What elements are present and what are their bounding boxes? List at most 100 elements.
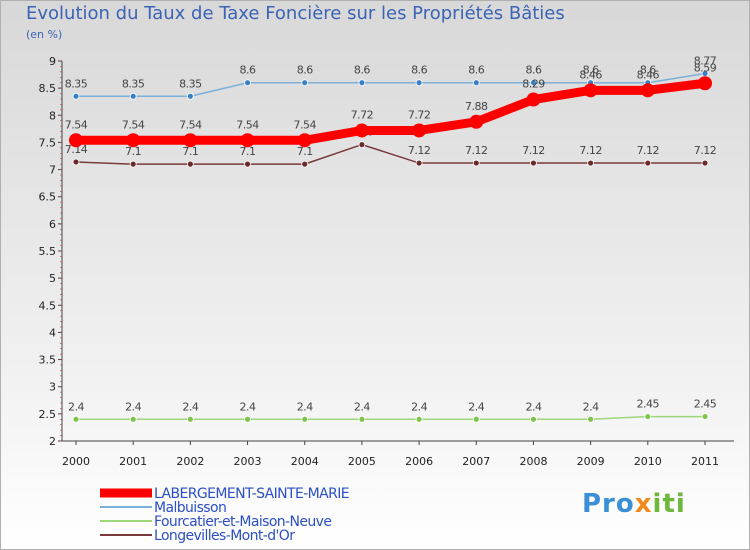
data-label: 2.4 <box>182 400 198 413</box>
data-point <box>129 415 137 423</box>
data-label: 8.6 <box>411 64 427 77</box>
data-point <box>72 415 80 423</box>
data-point <box>358 79 366 87</box>
data-label: 2.45 <box>694 398 717 411</box>
data-point <box>183 133 198 148</box>
y-tick-label: 6.5 <box>39 191 57 204</box>
x-tick-label: 2002 <box>176 455 204 468</box>
data-point <box>530 79 537 87</box>
data-point <box>587 159 595 167</box>
chart-title: Evolution du Taux de Taxe Foncière sur l… <box>26 3 565 24</box>
data-point <box>358 415 366 423</box>
y-tick-label: 4.5 <box>39 299 57 312</box>
y-tick-label: 3 <box>49 381 56 394</box>
data-label: 2.4 <box>468 400 484 413</box>
data-label: 8.29 <box>522 78 545 91</box>
data-label: 8.6 <box>297 64 313 77</box>
data-point <box>530 159 537 167</box>
data-label: 7.1 <box>182 145 198 158</box>
data-point <box>186 415 194 423</box>
data-label: 7.1 <box>125 145 141 158</box>
legend-label: LABERGEMENT-SAINTE-MARIE <box>154 486 349 502</box>
data-label: 8.6 <box>583 64 599 77</box>
data-point <box>644 159 652 167</box>
x-tick-label: 2000 <box>62 455 90 468</box>
series-line <box>75 143 706 165</box>
data-point <box>126 133 141 148</box>
data-point <box>244 415 251 423</box>
proxiti-logo: Proxiti <box>582 489 686 519</box>
y-tick-label: 2.5 <box>39 408 57 421</box>
data-label: 7.1 <box>240 145 256 158</box>
y-tick-label: 4 <box>49 326 56 339</box>
y-tick-label: 3.5 <box>39 354 57 367</box>
data-label: 7.12 <box>522 144 545 157</box>
data-point <box>244 79 251 87</box>
data-label: 7.72 <box>351 108 374 121</box>
data-point <box>244 160 251 168</box>
data-point <box>644 413 652 420</box>
data-point <box>72 158 80 166</box>
data-point <box>72 92 80 100</box>
logo-part-1: Pro <box>582 489 635 519</box>
data-point <box>186 92 194 100</box>
data-label: 2.4 <box>125 400 141 413</box>
x-tick-label: 2005 <box>348 455 376 468</box>
data-point <box>129 160 137 168</box>
x-tick-label: 2001 <box>119 455 147 468</box>
data-label: 7.54 <box>236 118 259 131</box>
x-tick-label: 2003 <box>234 455 262 468</box>
y-tick-label: 6 <box>49 218 56 231</box>
data-label: 2.4 <box>583 400 599 413</box>
data-label: 7.12 <box>465 144 488 157</box>
data-point <box>530 415 537 423</box>
data-label: 7.72 <box>408 108 431 121</box>
data-label: 2.45 <box>637 398 660 411</box>
data-label: 8.35 <box>65 77 88 90</box>
unit-label: (en %) <box>26 28 63 41</box>
data-label: 8.46 <box>579 68 602 81</box>
y-tick-label: 9 <box>49 55 56 68</box>
data-label: 7.54 <box>179 118 202 131</box>
series-line <box>71 78 710 145</box>
data-label: 2.4 <box>68 400 84 413</box>
x-tick-label: 2007 <box>462 455 490 468</box>
data-label: 2.4 <box>297 400 313 413</box>
data-label: 8.6 <box>354 64 370 77</box>
data-point <box>301 415 309 423</box>
data-point <box>301 160 309 168</box>
y-tick-label: 8.5 <box>39 82 57 95</box>
x-tick-label: 2011 <box>691 455 719 468</box>
data-label: 7.1 <box>297 145 313 158</box>
x-tick-label: 2009 <box>577 455 605 468</box>
series-line <box>75 72 706 98</box>
data-point <box>583 83 598 98</box>
data-point <box>354 123 369 138</box>
data-label: 7.54 <box>293 118 316 131</box>
data-label: 2.4 <box>354 400 370 413</box>
data-point <box>472 79 480 87</box>
data-point <box>701 159 709 167</box>
data-point <box>69 133 83 148</box>
data-point <box>240 133 255 148</box>
data-point <box>472 159 480 167</box>
data-label: 8.6 <box>240 64 256 77</box>
data-point <box>526 92 541 107</box>
data-label: 7.12 <box>637 144 660 157</box>
data-label: 8.35 <box>122 77 145 90</box>
y-tick-label: 2 <box>49 435 56 448</box>
y-tick-label: 5 <box>49 272 56 285</box>
data-point <box>301 79 309 87</box>
data-label: 8.59 <box>694 61 717 74</box>
data-point <box>358 141 366 149</box>
data-point <box>640 83 655 98</box>
x-tick-label: 2010 <box>634 455 662 468</box>
data-point <box>415 79 423 87</box>
legend-label: Longevilles-Mont-d'Or <box>154 528 295 544</box>
data-point <box>701 413 709 420</box>
data-label: 8.35 <box>179 77 202 90</box>
data-label: 7.12 <box>694 144 717 157</box>
y-tick-label: 7.5 <box>39 136 57 149</box>
logo-part-3: iti <box>652 489 686 519</box>
